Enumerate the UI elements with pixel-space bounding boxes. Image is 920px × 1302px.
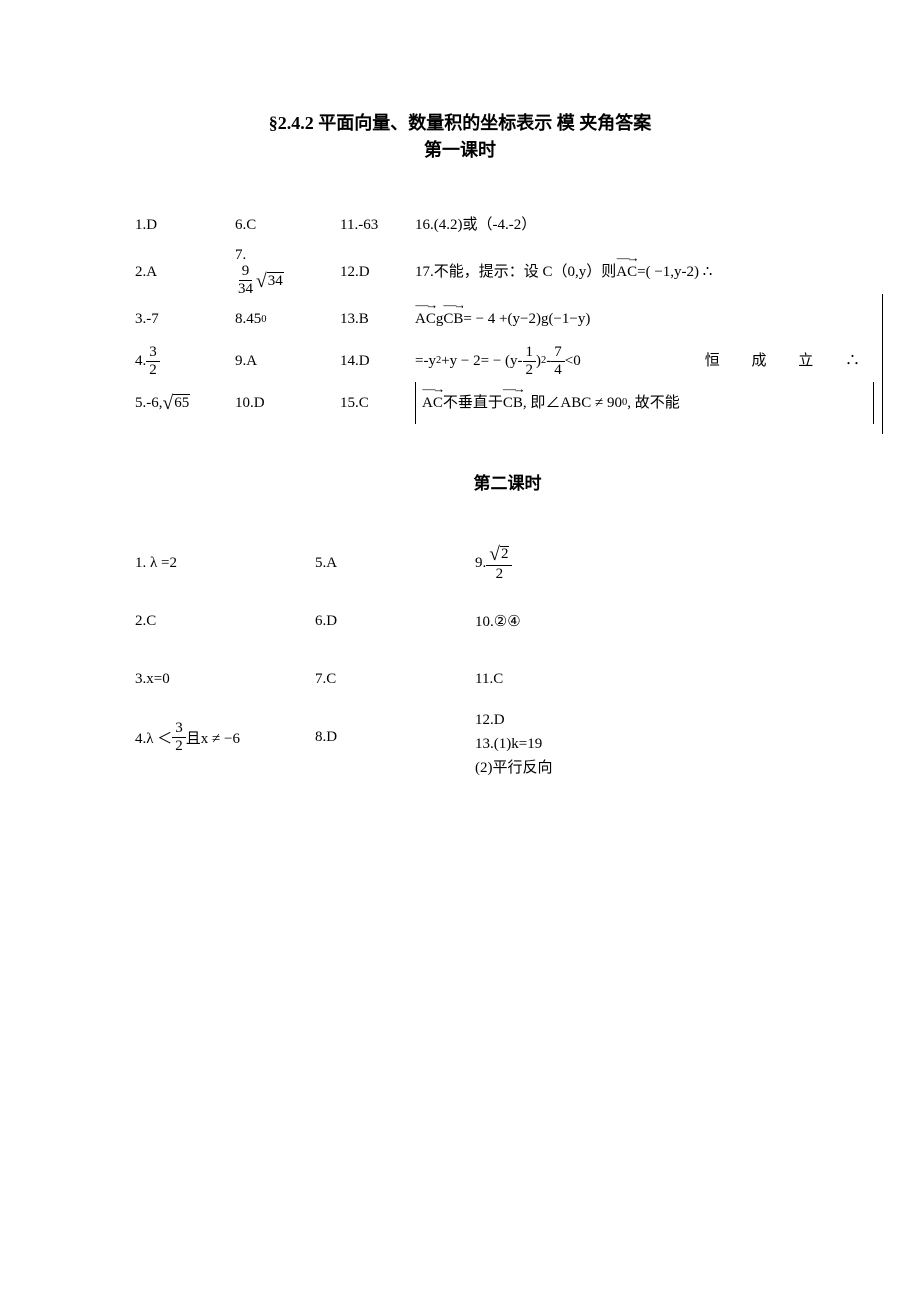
answer-4-prefix: 4. — [135, 353, 146, 370]
answer-8-sup: 0 — [261, 314, 266, 325]
answer-17-line3: =-y2 +y − 2= − (y- 12 )2 - 74 <0 恒 成 立 ∴ — [415, 340, 874, 382]
s2-answer-2: 2.C — [135, 592, 315, 650]
section1-col3: 11.-63 12.D 13.B 14.D 15.C — [340, 204, 415, 424]
s2-answer-1: 1. λ =2 — [135, 534, 315, 592]
answer-7-prefix: 7. — [235, 247, 284, 264]
answer-5-sqrt: √ 65 — [163, 392, 191, 414]
answer-15: 15.C — [340, 382, 415, 424]
answer-6: 6.C — [235, 204, 340, 246]
s2-answer-10: 10.②④ — [475, 592, 880, 650]
section2-col2: 5.A 6.D 7.C 8.D — [315, 534, 475, 766]
content: 1.D 2.A 3.-7 4. 3 2 5.-6, √ 65 6.C — [0, 204, 920, 780]
section-1: 1.D 2.A 3.-7 4. 3 2 5.-6, √ 65 6.C — [135, 204, 880, 424]
answer-9: 9.A — [235, 340, 340, 382]
s2-answer-5: 5.A — [315, 534, 475, 592]
answer-7-frac: 9 34 — [235, 264, 256, 297]
answer-12: 12.D — [340, 246, 415, 298]
answer-4: 4. 3 2 — [135, 340, 235, 382]
section1-col1: 1.D 2.A 3.-7 4. 3 2 5.-6, √ 65 — [135, 204, 235, 424]
answer-14: 14.D — [340, 340, 415, 382]
section2-col3: 9. √2 2 10.②④ 11.C 12.D 13.(1)k=19 (2)平行… — [475, 534, 880, 780]
answer-11: 11.-63 — [340, 204, 415, 246]
s2-answer-13b: (2)平行反向 — [475, 756, 553, 780]
s2-answer-13a: 13.(1)k=19 — [475, 732, 542, 756]
answer-4-frac: 3 2 — [146, 345, 160, 378]
right-bar — [882, 294, 883, 434]
answer-1: 1.D — [135, 204, 235, 246]
answer-2: 2.A — [135, 246, 235, 298]
s2-answer-8: 8.D — [315, 708, 475, 766]
vec-cb-1: —→CB — [443, 309, 463, 330]
s2-answer-9: 9. √2 2 — [475, 534, 880, 592]
s2-answer-4: 4.λ ＜ 3 2 且x ≠ −6 — [135, 708, 315, 766]
s2-answer-6: 6.D — [315, 592, 475, 650]
section1-col4: 16.(4.2)或（-4.-2） 17.不能，提示：设 C（0,y）则 —→AC… — [415, 204, 880, 424]
vec-ac-1: —→AC — [616, 262, 637, 283]
answer-5: 5.-6, √ 65 — [135, 382, 235, 424]
answer-8: 8.450 — [235, 298, 340, 340]
answer-8-prefix: 8.45 — [235, 311, 261, 328]
page-title: §2.4.2 平面向量、数量积的坐标表示 模 夹角答案 第一课时 — [0, 110, 920, 164]
answer-17-line4: —→AC 不垂直于 —→CB , 即∠ABC ≠ 900 , 故不能 — [415, 382, 874, 424]
answer-5-prefix: 5.-6, — [135, 395, 163, 412]
answer-7-sqrt: √ 34 — [256, 270, 284, 292]
s2-answer-3: 3.x=0 — [135, 650, 315, 708]
section-2-title: 第二课时 — [135, 469, 880, 494]
s2-answer-11: 11.C — [475, 650, 880, 708]
s2-answer-12: 12.D — [475, 708, 505, 732]
vec-cb-2: —→CB — [503, 393, 523, 414]
answer-16: 16.(4.2)或（-4.-2） — [415, 204, 874, 246]
answer-10: 10.D — [235, 382, 340, 424]
title-line1: §2.4.2 平面向量、数量积的坐标表示 模 夹角答案 — [0, 110, 920, 137]
vec-ac-2: —→AC — [415, 309, 436, 330]
s2-answer-7: 7.C — [315, 650, 475, 708]
title-line2: 第一课时 — [0, 137, 920, 164]
answer-13: 13.B — [340, 298, 415, 340]
vec-ac-3: —→AC — [422, 393, 443, 414]
answer-17-line1: 17.不能，提示：设 C（0,y）则 —→AC =( −1,y-2) ∴ — [415, 246, 874, 298]
answer-3: 3.-7 — [135, 298, 235, 340]
section1-col2: 6.C 7. 9 34 √ 34 — [235, 204, 340, 424]
s2-answer-12-13: 12.D 13.(1)k=19 (2)平行反向 — [475, 708, 880, 780]
answer-17-line3-spread: 恒 成 立 ∴ — [705, 351, 874, 372]
answer-7: 7. 9 34 √ 34 — [235, 246, 340, 298]
section-2: 1. λ =2 2.C 3.x=0 4.λ ＜ 3 2 且x ≠ −6 5.A … — [135, 534, 880, 780]
answer-17-line2: —→AC g —→CB = − 4 +(y−2) g (−1−y) — [415, 298, 874, 340]
section2-col1: 1. λ =2 2.C 3.x=0 4.λ ＜ 3 2 且x ≠ −6 — [135, 534, 315, 766]
